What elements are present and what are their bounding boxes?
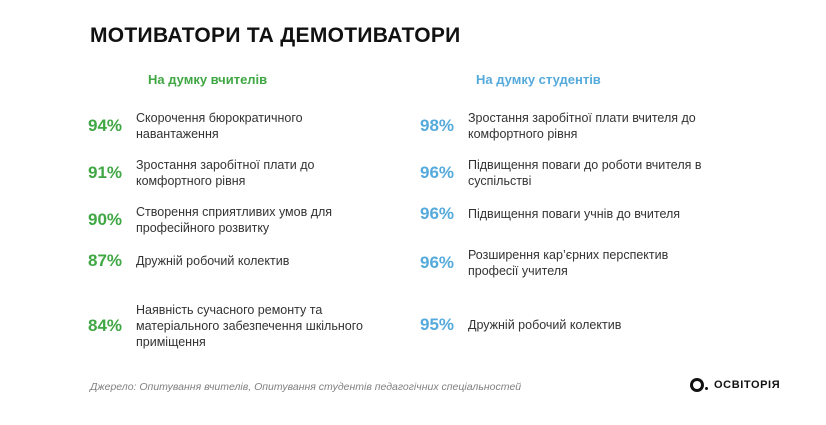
stat-percent: 95% [420,315,455,334]
stat-text: Підвищення поваги учнів до вчителя [468,207,681,221]
stat-text: Підвищення поваги до роботи вчителя в су… [468,158,702,188]
stats-columns: На думку вчителів 94% Скорочення бюрокра… [88,72,780,350]
stat-item: 98% Зростання заробітної плати вчителя д… [420,110,780,142]
students-column-header: На думку студентів [476,72,601,87]
source-note: Джерело: Опитування вчителів, Опитування… [90,381,522,393]
page-title: МОТИВАТОРИ ТА ДЕМОТИВАТОРИ [90,24,461,47]
stat-percent: 96% [420,253,455,272]
stat-percent: 94% [88,116,123,135]
teachers-column: На думку вчителів 94% Скорочення бюрокра… [88,72,420,350]
stat-item: 84% Наявність сучасного ремонту та матер… [88,302,420,350]
students-items: 98% Зростання заробітної плати вчителя д… [420,110,780,335]
stat-item: 95% Дружній робочий колектив [420,315,780,335]
stat-percent: 84% [88,316,123,335]
stat-text: Дружній робочий колектив [468,318,622,332]
osvitoria-logo: ОСВІТОРІЯ [690,378,780,392]
stat-item: 96% Підвищення поваги учнів до вчителя [420,204,780,224]
logo-text: ОСВІТОРІЯ [714,379,781,391]
stat-text: Зростання заробітної плати вчителя до ко… [468,111,696,141]
stat-item: 90% Створення сприятливих умов для профе… [88,204,420,236]
stat-item: 96% Підвищення поваги до роботи вчителя … [420,157,780,189]
stat-percent: 96% [420,163,455,182]
stat-text: Зростання заробітної плати до комфортног… [136,158,315,188]
stat-percent: 90% [88,210,123,229]
stat-text: Створення сприятливих умов для професійн… [136,205,333,235]
stat-text: Скорочення бюрократичного навантаження [136,111,303,141]
teachers-column-header: На думку вчителів [148,72,268,87]
stat-text: Розширення кар’єрних перспектив професії… [468,248,669,278]
logo-ring-icon [690,378,704,392]
logo-dot-icon [705,387,708,390]
stat-item: 94% Скорочення бюрократичного навантажен… [88,110,420,142]
stat-percent: 91% [88,163,123,182]
stat-text: Дружній робочий колектив [136,254,290,268]
stat-item: 96% Розширення кар’єрних перспектив проф… [420,247,780,279]
stat-item: 91% Зростання заробітної плати до комфор… [88,157,420,189]
stat-text: Наявність сучасного ремонту та матеріаль… [136,303,363,349]
teachers-items: 94% Скорочення бюрократичного навантажен… [88,110,420,350]
stat-percent: 87% [88,251,123,270]
stat-percent: 98% [420,116,455,135]
students-column: На думку студентів 98% Зростання заробіт… [420,72,780,350]
stat-percent: 96% [420,204,455,223]
stat-item: 87% Дружній робочий колектив [88,251,420,271]
